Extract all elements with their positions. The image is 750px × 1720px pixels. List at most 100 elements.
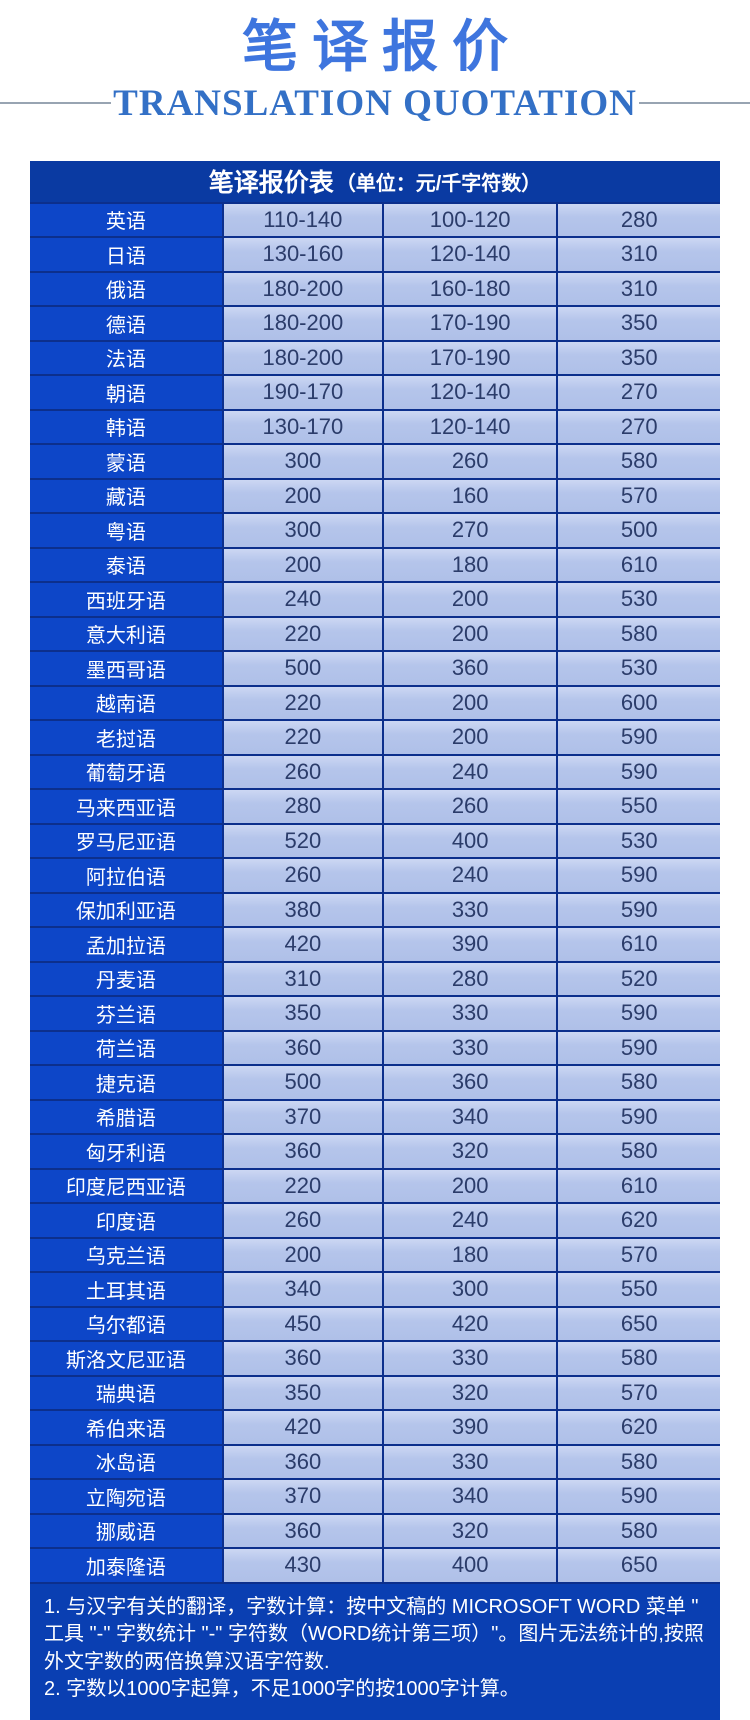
language-cell: 阿拉伯语	[30, 859, 222, 892]
price-cell: 380	[221, 893, 382, 927]
table-row: 荷兰语 360 330 590	[30, 1029, 720, 1065]
price-cell: 220	[221, 721, 382, 754]
language-cell: 立陶宛语	[30, 1480, 222, 1513]
price-cell: 350	[556, 341, 720, 375]
price-cell: 300	[221, 514, 382, 547]
language-cell: 乌克兰语	[30, 1238, 222, 1272]
price-cell: 570	[556, 1238, 720, 1272]
price-cell: 350	[221, 1376, 382, 1410]
price-cell: 270	[556, 410, 720, 444]
table-row: 英语 110-140 100-120 280	[30, 201, 720, 237]
price-cell: 330	[381, 1031, 557, 1065]
price-cell: 310	[556, 272, 720, 306]
table-row: 墨西哥语 500 360 530	[30, 650, 720, 685]
price-cell: 610	[556, 1169, 720, 1203]
table-header-title: 笔译报价表	[208, 169, 334, 198]
table-row: 罗马尼亚语 520 400 530	[30, 822, 720, 858]
subtitle-row: TRANSLATION QUOTATION	[0, 82, 750, 125]
price-cell: 360	[221, 1514, 382, 1548]
price-cell: 130-170	[221, 410, 382, 444]
table-notes: 1. 与汉字有关的翻译，字数计算：按中文稿的 MICROSOFT WORD 菜单…	[30, 1581, 720, 1720]
price-cell: 260	[221, 859, 382, 892]
language-cell: 瑞典语	[30, 1376, 222, 1410]
price-cell: 160	[381, 479, 557, 513]
language-cell: 德语	[30, 307, 222, 340]
price-cell: 180	[381, 1238, 557, 1272]
price-cell: 580	[556, 445, 720, 478]
price-cell: 240	[221, 583, 382, 616]
language-cell: 马来西亚语	[30, 790, 222, 823]
table-row: 西班牙语 240 200 530	[30, 581, 720, 616]
table-row: 泰语 200 180 610	[30, 546, 720, 582]
language-cell: 藏语	[30, 479, 222, 513]
table-row: 土耳其语 340 300 550	[30, 1271, 720, 1306]
price-cell: 590	[556, 1031, 720, 1065]
price-cell: 240	[381, 1204, 557, 1237]
price-cell: 620	[556, 1411, 720, 1444]
price-cell: 200	[381, 583, 557, 616]
language-cell: 俄语	[30, 272, 222, 306]
price-cell: 530	[556, 652, 720, 685]
language-cell: 丹麦语	[30, 962, 222, 996]
price-cell: 590	[556, 721, 720, 754]
price-cell: 520	[221, 824, 382, 858]
price-cell: 260	[381, 445, 557, 478]
price-cell: 580	[556, 1135, 720, 1168]
table-row: 乌克兰语 200 180 570	[30, 1236, 720, 1272]
price-cell: 500	[221, 1066, 382, 1099]
language-cell: 葡萄牙语	[30, 755, 222, 789]
table-row: 日语 130-160 120-140 310	[30, 236, 720, 271]
table-row: 蒙语 300 260 580	[30, 443, 720, 478]
price-cell: 590	[556, 755, 720, 789]
price-cell: 180-200	[221, 341, 382, 375]
price-cell: 610	[556, 548, 720, 582]
language-cell: 越南语	[30, 686, 222, 720]
price-cell: 320	[381, 1135, 557, 1168]
language-cell: 匈牙利语	[30, 1135, 222, 1168]
price-cell: 350	[556, 307, 720, 340]
language-cell: 粤语	[30, 514, 222, 547]
language-cell: 罗马尼亚语	[30, 824, 222, 858]
price-cell: 360	[221, 1031, 382, 1065]
price-cell: 240	[381, 755, 557, 789]
page-subtitle: TRANSLATION QUOTATION	[113, 82, 637, 124]
price-cell: 280	[556, 203, 720, 237]
price-cell: 580	[556, 1445, 720, 1479]
price-cell: 400	[381, 824, 557, 858]
language-cell: 韩语	[30, 410, 222, 444]
table-row: 孟加拉语 420 390 610	[30, 926, 720, 961]
table-row: 越南语 220 200 600	[30, 684, 720, 720]
language-cell: 加泰隆语	[30, 1549, 222, 1582]
language-cell: 捷克语	[30, 1066, 222, 1099]
price-cell: 360	[221, 1445, 382, 1479]
language-cell: 挪威语	[30, 1514, 222, 1548]
language-cell: 希伯来语	[30, 1411, 222, 1444]
price-cell: 280	[221, 790, 382, 823]
table-row: 捷克语 500 360 580	[30, 1064, 720, 1099]
price-cell: 450	[221, 1307, 382, 1341]
table-row: 芬兰语 350 330 590	[30, 995, 720, 1030]
language-cell: 希腊语	[30, 1100, 222, 1134]
table-header: 笔译报价表 （单位：元/千字符数）	[30, 160, 720, 202]
language-cell: 冰岛语	[30, 1445, 222, 1479]
language-cell: 土耳其语	[30, 1273, 222, 1306]
price-cell: 310	[221, 962, 382, 996]
table-row: 老挝语 220 200 590	[30, 719, 720, 754]
price-cell: 570	[556, 479, 720, 513]
price-cell: 420	[381, 1307, 557, 1341]
price-cell: 530	[556, 824, 720, 858]
left-divider-line	[0, 102, 112, 105]
price-cell: 220	[221, 1169, 382, 1203]
price-cell: 570	[556, 1376, 720, 1410]
table-row: 意大利语 220 200 580	[30, 615, 720, 651]
language-cell: 意大利语	[30, 617, 222, 651]
table-header-unit: （单位：元/千字符数）	[335, 172, 542, 195]
language-cell: 斯洛文尼亚语	[30, 1342, 222, 1375]
table-row: 加泰隆语 430 400 650	[30, 1547, 720, 1582]
table-row: 藏语 200 160 570	[30, 477, 720, 513]
price-cell: 330	[381, 997, 557, 1030]
price-cell: 260	[381, 790, 557, 823]
price-cell: 280	[381, 962, 557, 996]
price-cell: 200	[381, 721, 557, 754]
